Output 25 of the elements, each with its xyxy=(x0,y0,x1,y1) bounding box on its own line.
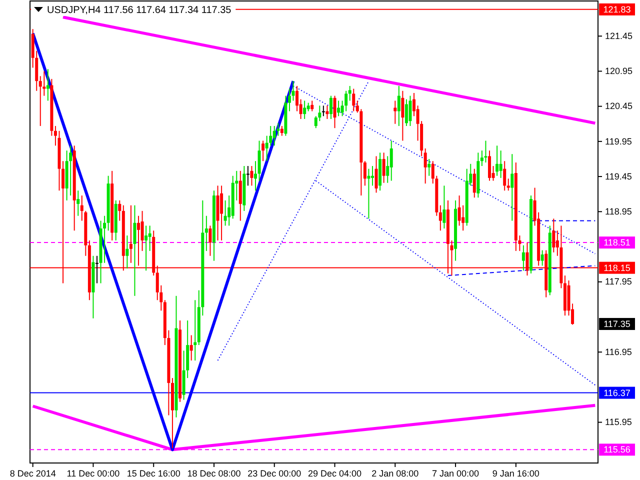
x-tick-label: 9 Jan 16:00 xyxy=(492,468,540,478)
y-tick-label: 117.95 xyxy=(605,276,632,287)
ref-line-label: 118.51 xyxy=(604,238,630,248)
x-tick-label: 18 Dec 08:00 xyxy=(187,468,241,478)
ref-line-label: 115.56 xyxy=(604,444,630,455)
ref-line-label: 116.37 xyxy=(604,388,630,398)
x-tick-label: 2 Jan 08:00 xyxy=(372,468,419,478)
y-tick-label: 116.95 xyxy=(605,346,632,357)
x-tick-label: 8 Dec 2014 xyxy=(10,468,56,478)
chart-title: USDJPY,H4 117.56 117.64 117.34 117.35 xyxy=(47,5,232,16)
annotation: 117.35 xyxy=(604,318,630,329)
x-tick-label: 7 Jan 00:00 xyxy=(432,468,480,478)
y-tick-label: 120.45 xyxy=(605,101,633,112)
y-tick-label: 119.45 xyxy=(605,171,632,182)
ref-line-label: 118.15 xyxy=(604,262,630,273)
x-tick-label: 11 Dec 00:00 xyxy=(66,468,120,478)
ref-line-label: 121.83 xyxy=(603,4,631,14)
y-tick-label: 119.95 xyxy=(605,136,632,146)
y-tick-label: 115.95 xyxy=(605,417,632,428)
x-tick-label: 29 Dec 04:00 xyxy=(308,468,362,478)
y-tick-label: 118.95 xyxy=(605,206,632,217)
x-tick-label: 23 Dec 00:00 xyxy=(248,468,302,478)
y-tick-label: 121.45 xyxy=(605,30,633,41)
y-tick-label: 120.95 xyxy=(605,66,633,76)
x-tick-label: 15 Dec 16:00 xyxy=(126,468,180,478)
